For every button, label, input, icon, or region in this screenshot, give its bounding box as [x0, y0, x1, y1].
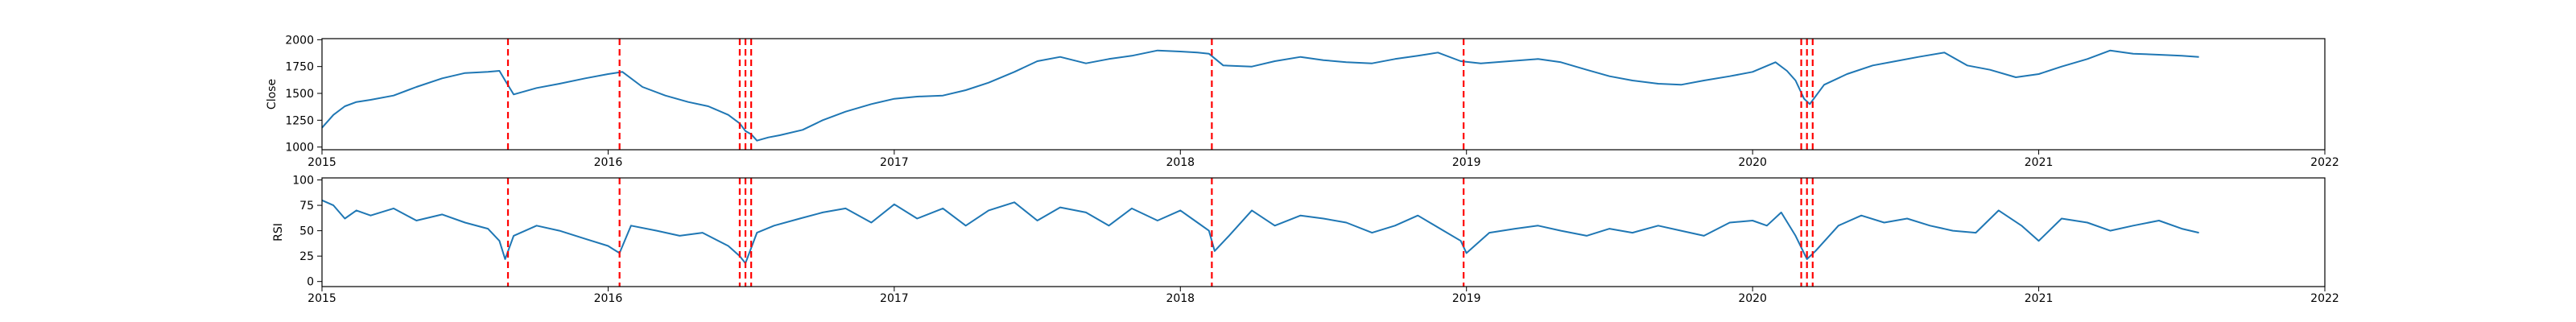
- axes-frame: [321, 38, 2326, 151]
- x-tick-label: 2018: [1166, 292, 1195, 305]
- x-tick-label: 2016: [594, 292, 623, 305]
- x-tick-label: 2020: [1738, 292, 1767, 305]
- series-line-0: [321, 199, 2199, 264]
- y-tick-label: 75: [299, 200, 314, 213]
- series-line-0: [321, 49, 2199, 142]
- y-axis-label: Close: [266, 79, 279, 109]
- x-tick-label: 2015: [308, 156, 336, 169]
- x-tick-label: 2022: [2310, 292, 2339, 305]
- y-tick-label: 1000: [285, 142, 314, 155]
- x-tick-label: 2021: [2025, 156, 2054, 169]
- axes-frame: [321, 177, 2326, 287]
- rsi-panel: 2015 2016 2017 2018 2019 2020 2021 2022 0 25 50 75 1…: [272, 175, 2339, 305]
- y-tick-label: 1750: [285, 61, 314, 74]
- x-tick-label: 2017: [880, 292, 909, 305]
- y-axis-label: RSI: [272, 223, 285, 242]
- x-tick-label: 2019: [1452, 156, 1481, 169]
- x-tick-label: 2020: [1738, 156, 1767, 169]
- x-tick-label: 2019: [1452, 292, 1481, 305]
- x-tick-label: 2016: [594, 156, 623, 169]
- y-tick-label: 2000: [285, 34, 314, 47]
- x-tick-label: 2021: [2025, 292, 2054, 305]
- y-tick-label: 25: [299, 250, 314, 263]
- y-tick-label: 50: [299, 225, 314, 238]
- y-tick-label: 100: [292, 175, 314, 188]
- close-price-panel: 2015 2016 2017 2018 2019 2020 2021 2022 1000 1250…: [266, 34, 2339, 169]
- x-tick-label: 2017: [880, 156, 909, 169]
- y-tick-label: 0: [307, 276, 314, 289]
- y-tick-label: 1500: [285, 88, 314, 101]
- x-tick-label: 2018: [1166, 156, 1195, 169]
- y-tick-label: 1250: [285, 114, 314, 127]
- x-tick-label: 2022: [2310, 156, 2339, 169]
- x-tick-label: 2015: [308, 292, 336, 305]
